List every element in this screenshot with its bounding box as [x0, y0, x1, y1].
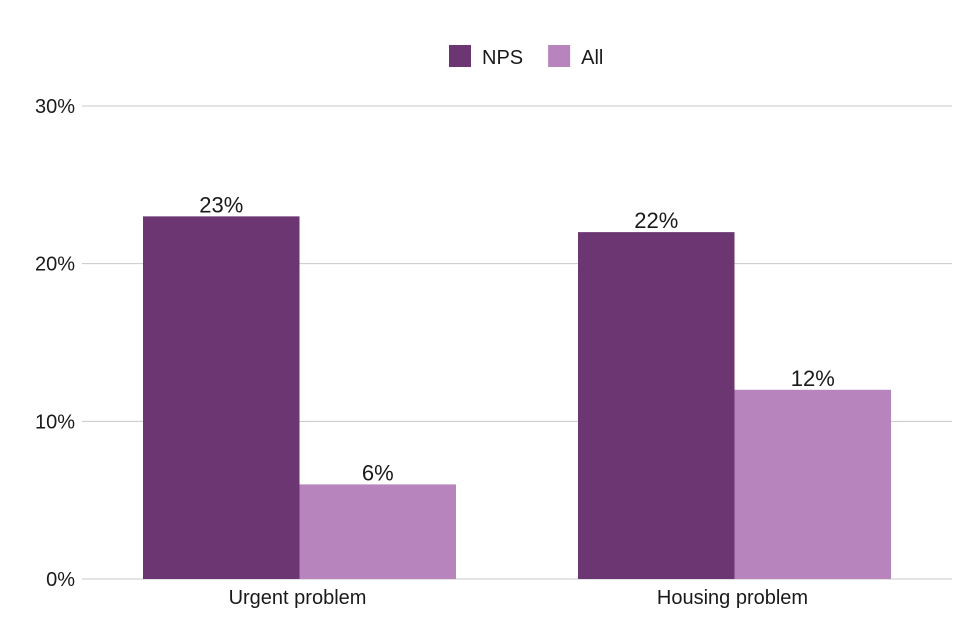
data-label: 6% [362, 460, 394, 485]
y-axis-ticks: 0% 10% 20% 30% [35, 96, 75, 591]
y-tick-label: 20% [35, 254, 75, 276]
bar-nps-housing-problem [578, 232, 735, 579]
data-labels: 23% 6% 22% 12% [199, 192, 835, 485]
legend: NPS All [449, 45, 603, 69]
bar-all-housing-problem [734, 389, 891, 579]
legend-swatch-nps [449, 45, 471, 67]
x-category-label: Urgent problem [229, 587, 367, 609]
bar-nps-urgent-problem [143, 216, 300, 579]
data-label: 23% [199, 192, 243, 217]
y-tick-label: 30% [35, 96, 75, 118]
y-tick-label: 10% [35, 411, 75, 433]
x-category-label: Housing problem [657, 587, 808, 609]
x-axis-categories: Urgent problem Housing problem [229, 587, 809, 609]
data-label: 12% [791, 366, 835, 391]
legend-swatch-all [548, 45, 571, 67]
bars [143, 216, 891, 579]
bar-all-urgent-problem [299, 484, 456, 579]
legend-label-all: All [581, 47, 603, 69]
y-tick-label: 0% [46, 569, 75, 591]
legend-label-nps: NPS [482, 47, 523, 69]
data-label: 22% [634, 208, 678, 233]
